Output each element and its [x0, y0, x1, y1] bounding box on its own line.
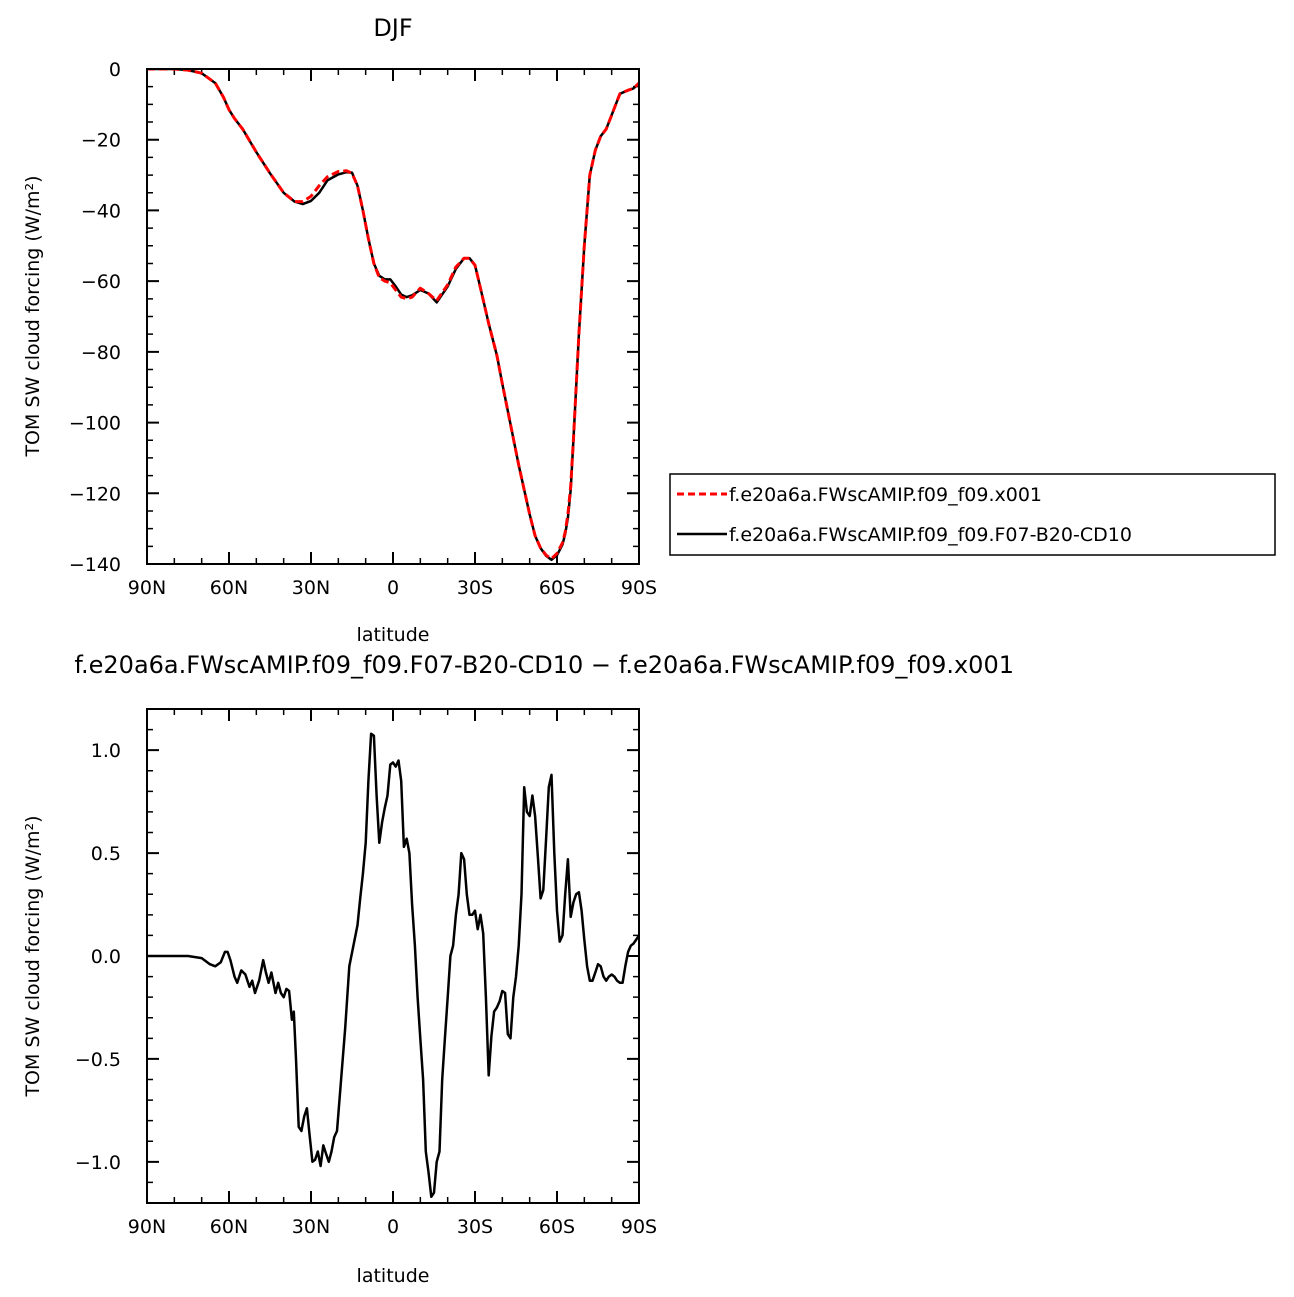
- top-chart-x-tick-label: 60N: [210, 577, 248, 599]
- bottom-chart-title: f.e20a6a.FWscAMIP.f09_f09.F07-B20-CD10 −…: [74, 651, 1014, 679]
- top-chart-frame: [146, 68, 640, 565]
- top-chart-x-tick-label: 60S: [539, 577, 575, 599]
- bottom-chart-y-tick-label: −1.0: [75, 1152, 121, 1174]
- top-chart-y-tick-label: −60: [81, 271, 121, 293]
- bottom-chart-y-tick-label: 0.5: [91, 843, 121, 865]
- bottom-chart-x-tick-label: 60S: [539, 1216, 575, 1238]
- bottom-chart-y-tick-label: 0.0: [91, 946, 121, 968]
- bottom-chart-x-tick-label: 30S: [457, 1216, 493, 1238]
- bottom-chart-x-tick-label: 60N: [210, 1216, 248, 1238]
- bottom-chart-x-axis-label: latitude: [357, 1265, 430, 1287]
- bottom-chart-y-tick-label: 1.0: [91, 740, 121, 762]
- top-chart-lines: [147, 69, 639, 562]
- top-chart-y-tick-label: 0: [109, 59, 121, 81]
- legend-entry-series-1: f.e20a6a.FWscAMIP.f09_f09.x001: [729, 484, 1042, 506]
- top-chart-title: DJF: [373, 14, 412, 42]
- top-chart-series-2-line: [147, 69, 639, 562]
- bottom-chart-y-tick-label: −0.5: [75, 1049, 121, 1071]
- bottom-chart-lines: [147, 732, 639, 1199]
- top-chart-x-tick-label: 30N: [292, 577, 330, 599]
- bottom-chart-x-tick-label: 0: [387, 1216, 399, 1238]
- top-chart-panel: DJF TOM SW cloud forcing (W/m²) latitude…: [22, 14, 657, 646]
- top-chart-x-tick-label: 90N: [128, 577, 166, 599]
- bottom-chart-series-1-line: [147, 732, 639, 1199]
- top-chart-y-tick-label: −100: [69, 413, 121, 435]
- legend-entry-series-2: f.e20a6a.FWscAMIP.f09_f09.F07-B20-CD10: [729, 524, 1132, 546]
- top-chart-y-tick-label: −120: [69, 483, 121, 505]
- legend: f.e20a6a.FWscAMIP.f09_f09.x001 f.e20a6a.…: [669, 473, 1276, 556]
- top-chart-x-tick-label: 90S: [621, 577, 657, 599]
- top-chart-x-tick-label: 0: [387, 577, 399, 599]
- bottom-chart-x-tick-label: 90N: [128, 1216, 166, 1238]
- top-chart-x-tick-label: 30S: [457, 577, 493, 599]
- bottom-chart-panel: f.e20a6a.FWscAMIP.f09_f09.F07-B20-CD10 −…: [22, 651, 1014, 1287]
- top-chart-y-axis-label: TOM SW cloud forcing (W/m²): [22, 175, 44, 457]
- bottom-chart-y-axis-label: TOM SW cloud forcing (W/m²): [22, 815, 44, 1097]
- top-chart-series-1-line: [147, 69, 639, 561]
- legend-box: [669, 473, 1276, 556]
- bottom-chart-x-tick-label: 30N: [292, 1216, 330, 1238]
- top-chart-y-tick-label: −20: [81, 130, 121, 152]
- top-chart-y-tick-label: −140: [69, 554, 121, 576]
- top-chart-y-tick-label: −80: [81, 342, 121, 364]
- top-chart-y-tick-label: −40: [81, 200, 121, 222]
- bottom-chart-frame: [146, 708, 640, 1204]
- bottom-chart-x-tick-label: 90S: [621, 1216, 657, 1238]
- bottom-chart-ticks: 90N 60N 30N 0 30S 60S 90S 1.0 0.5 0.0 −0.5 −1.0: [75, 708, 657, 1238]
- top-chart-x-axis-label: latitude: [357, 624, 430, 646]
